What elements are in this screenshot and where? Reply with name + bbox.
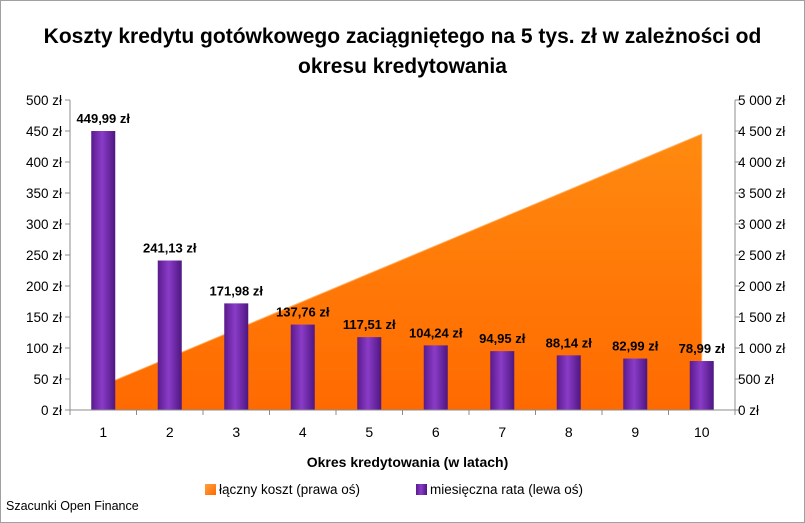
right-axis-tick-label: 3 500 zł	[738, 186, 785, 201]
bar-monthly-rate	[623, 358, 648, 410]
chart-title-line-1: Koszty kredytu gotówkowego zaciągniętego…	[43, 25, 762, 48]
source-note: Szacunki Open Finance	[6, 499, 139, 513]
bar-monthly-rate	[689, 361, 714, 410]
bar-data-label: 82,99 zł	[612, 339, 659, 354]
x-axis-tick-label: 7	[498, 424, 506, 440]
left-axis-tick-label: 500 zł	[26, 93, 62, 108]
left-axis-tick-label: 450 zł	[26, 124, 62, 139]
right-axis-tick-label: 2 000 zł	[738, 279, 785, 294]
bar-monthly-rate	[556, 355, 581, 410]
chart-title-line-2: okresu kredytowania	[298, 55, 507, 78]
bar-monthly-rate	[157, 260, 182, 410]
x-axis-tick-label: 10	[694, 424, 710, 440]
left-axis-tick-label: 250 zł	[26, 248, 62, 263]
left-axis-tick-label: 150 zł	[26, 310, 62, 325]
x-axis-tick-label: 8	[565, 424, 573, 440]
bar-data-label: 241,13 zł	[143, 240, 197, 255]
bar-data-label: 78,99 zł	[679, 341, 726, 356]
left-axis-tick-label: 400 zł	[26, 155, 62, 170]
bar-data-label: 137,76 zł	[276, 305, 330, 320]
left-axis-tick-label: 350 zł	[26, 186, 62, 201]
right-axis-tick-label: 4 000 zł	[738, 155, 785, 170]
right-axis-tick-label: 2 500 zł	[738, 248, 785, 263]
left-axis-tick-label: 100 zł	[26, 341, 62, 356]
x-axis-tick-label: 2	[166, 424, 174, 440]
legend-swatch-monthly-rate	[416, 484, 427, 495]
x-axis-tick-label: 5	[365, 424, 373, 440]
x-axis-tick-label: 1	[99, 424, 107, 440]
area-series-total-cost	[102, 133, 703, 411]
legend-swatch-total-cost	[205, 484, 216, 495]
x-axis-title: Okres kredytowania (w latach)	[307, 454, 509, 470]
bar-data-label: 117,51 zł	[343, 317, 396, 332]
bar-monthly-rate	[91, 131, 116, 410]
chart-title: Koszty kredytu gotówkowego zaciągniętego…	[0, 22, 805, 82]
bar-monthly-rate	[423, 345, 448, 410]
left-axis-tick-label: 50 zł	[33, 372, 62, 387]
x-axis-tick-label: 9	[631, 424, 639, 440]
bar-monthly-rate	[490, 351, 515, 410]
left-axis-tick-label: 300 zł	[26, 217, 62, 232]
right-axis-tick-label: 4 500 zł	[738, 124, 785, 139]
x-axis-tick-label: 4	[299, 424, 307, 440]
right-axis-tick-label: 5 000 zł	[738, 93, 785, 108]
bar-data-label: 171,98 zł	[210, 283, 264, 298]
bar-monthly-rate	[357, 337, 382, 410]
bar-data-label: 88,14 zł	[546, 335, 593, 350]
right-axis-tick-label: 1 000 zł	[738, 341, 785, 356]
x-axis-tick-label: 3	[232, 424, 240, 440]
left-axis-tick-label: 200 zł	[26, 279, 62, 294]
legend-label-total-cost: łączny koszt (prawa oś)	[219, 482, 360, 497]
left-axis-tick-label: 0 zł	[41, 403, 62, 418]
bar-data-label: 94,95 zł	[479, 331, 526, 346]
bar-monthly-rate	[224, 303, 249, 410]
right-axis-tick-label: 0 zł	[738, 403, 759, 418]
legend-label-monthly-rate: miesięczna rata (lewa oś)	[430, 482, 583, 497]
bar-data-label: 104,24 zł	[409, 325, 463, 340]
right-axis-tick-label: 1 500 zł	[738, 310, 785, 325]
bar-monthly-rate	[290, 324, 315, 410]
bar-data-label: 449,99 zł	[77, 111, 131, 126]
x-axis-tick-label: 6	[432, 424, 440, 440]
right-axis-tick-label: 3 000 zł	[738, 217, 785, 232]
right-axis-tick-label: 500 zł	[738, 372, 774, 387]
